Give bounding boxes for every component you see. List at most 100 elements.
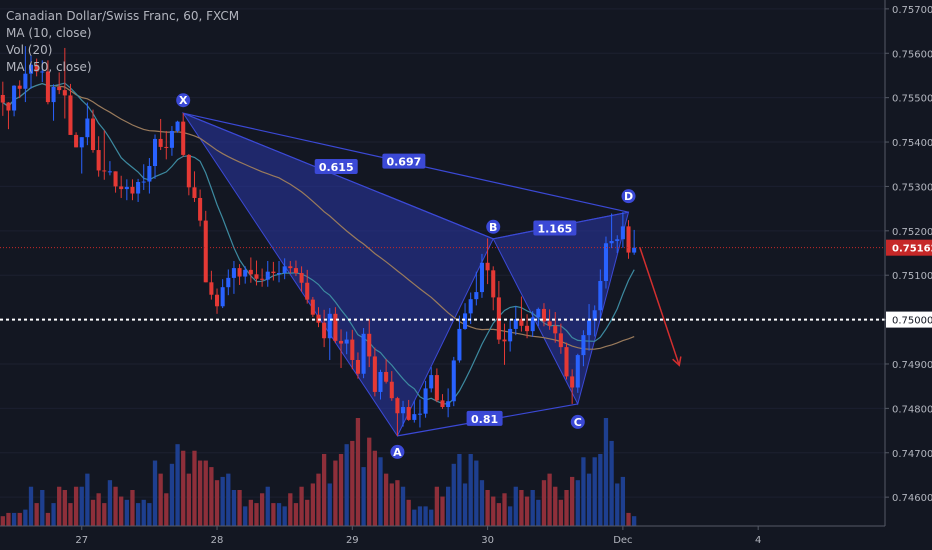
volume-bar	[192, 450, 197, 526]
volume-bar	[209, 467, 214, 526]
volume-bar	[445, 486, 451, 526]
y-tick-label: 0.75500	[892, 94, 932, 105]
candle-body	[12, 85, 17, 111]
volume-bar	[389, 483, 394, 526]
candle-body	[389, 381, 394, 399]
volume-bar	[237, 490, 242, 526]
pattern-point-marker	[486, 219, 501, 234]
candle-body	[231, 268, 236, 278]
volume-bar	[395, 480, 400, 526]
candle-body	[508, 328, 513, 342]
candle-body	[68, 95, 73, 135]
candle-body	[361, 333, 366, 374]
candle-body	[547, 321, 552, 326]
pattern-point-marker	[621, 189, 636, 204]
volume-bar	[243, 506, 248, 526]
ma50-line	[2, 82, 635, 350]
volume-bar	[598, 454, 603, 526]
pattern-point-marker	[390, 444, 405, 459]
volume-bar	[513, 486, 518, 526]
candle-body	[615, 239, 620, 242]
ratio-label-box	[314, 158, 358, 174]
volume-bar	[620, 476, 626, 526]
volume-bar	[508, 506, 513, 526]
volume-bar	[293, 503, 299, 526]
candle-body	[434, 375, 439, 401]
candle-body	[575, 355, 580, 388]
x-tick-label: 27	[75, 535, 88, 546]
candle-body	[333, 313, 338, 341]
candle-body	[609, 241, 614, 244]
pattern-label-C: C	[574, 416, 582, 429]
candle-body	[513, 319, 518, 329]
candle-body	[107, 171, 112, 173]
candle-body	[395, 398, 400, 414]
projection-arrow-head	[672, 356, 682, 367]
volume-bar	[113, 486, 118, 526]
volume-bar	[570, 476, 575, 526]
volume-bar	[451, 463, 456, 526]
volume-bar	[327, 483, 332, 526]
candle-body	[260, 278, 265, 280]
candle-body	[598, 280, 603, 311]
volume-bar	[310, 483, 315, 526]
candle-body	[496, 297, 501, 340]
volume-bar	[130, 490, 135, 526]
volume-bar	[383, 473, 389, 526]
candle-body	[519, 319, 524, 326]
candle-body	[74, 134, 79, 148]
candle-body	[293, 268, 298, 273]
volume-bar	[220, 476, 225, 526]
volume-bar	[147, 503, 152, 526]
volume-bar	[0, 516, 5, 526]
candle-body	[525, 325, 530, 332]
volume-bar	[417, 506, 423, 526]
candle-body	[310, 299, 315, 315]
candle-body	[581, 335, 586, 356]
volume-bar	[333, 460, 338, 526]
candle-body	[570, 376, 575, 388]
candle-body	[265, 271, 270, 280]
y-tick-label: 0.75300	[892, 182, 932, 193]
candle-body	[463, 313, 468, 329]
volume-bar	[479, 480, 485, 526]
volume-bar	[186, 473, 191, 526]
candle-body	[457, 328, 462, 361]
volume-bar	[536, 499, 541, 526]
current-price-badge	[886, 239, 932, 256]
volume-bar	[615, 483, 620, 526]
candle-body	[40, 71, 45, 73]
candle-body	[620, 226, 625, 240]
volume-bar	[350, 440, 355, 526]
candle-body	[85, 118, 90, 138]
candle-body	[355, 359, 360, 374]
volume-bar	[338, 454, 344, 526]
candle-body	[276, 272, 282, 274]
pattern-ratio-line	[182, 112, 494, 240]
volume-bar	[34, 503, 39, 526]
candle-body	[339, 340, 344, 344]
candle-body	[384, 371, 389, 382]
volume-bar	[73, 486, 79, 526]
volume-bar	[372, 450, 377, 526]
y-tick-label: 0.75400	[892, 138, 932, 149]
volume-bar	[626, 512, 631, 526]
volume-bar	[259, 493, 265, 526]
candle-body	[209, 282, 214, 295]
ratio-label: 0.615	[319, 161, 354, 174]
candle-body	[412, 414, 417, 420]
candle-body	[62, 90, 67, 96]
candle-body	[603, 243, 609, 281]
candle-body	[28, 64, 34, 74]
candle-body	[344, 339, 349, 344]
candle-body	[198, 197, 203, 221]
volume-bar	[181, 450, 186, 526]
volume-bar	[254, 503, 259, 526]
candle-body	[322, 322, 327, 339]
candle-body	[57, 87, 62, 91]
volume-bar	[45, 512, 51, 526]
volume-bar	[586, 473, 592, 526]
candle-body	[119, 186, 124, 190]
